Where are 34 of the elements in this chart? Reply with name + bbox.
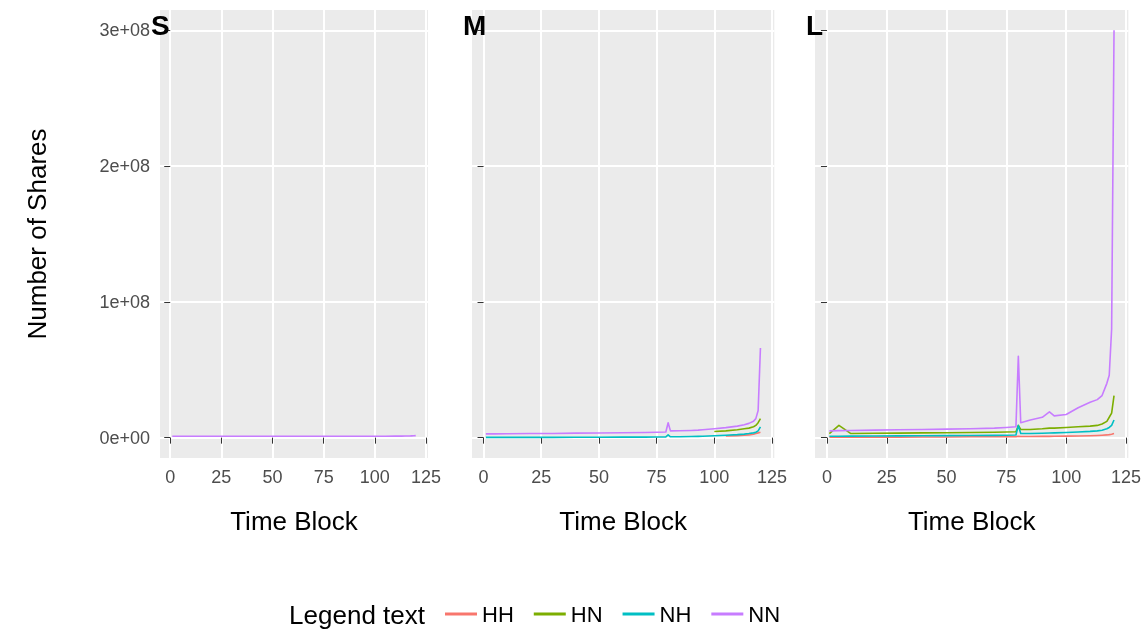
- x-tick-label: 100: [699, 467, 730, 487]
- x-tick-label: 25: [211, 467, 232, 487]
- x-tick-label: 125: [410, 467, 441, 487]
- x-tick-label: 75: [996, 467, 1017, 487]
- legend-label: NH: [659, 601, 692, 627]
- x-tick-label: 125: [756, 467, 788, 487]
- x-tick-label: 125: [1110, 467, 1142, 487]
- x-tick-label: 50: [262, 467, 283, 487]
- x-tick-label: 75: [646, 467, 667, 487]
- y-tick-label: 2e+08: [99, 156, 150, 177]
- x-tick-label: 75: [313, 467, 334, 487]
- x-tick-label: 100: [1051, 467, 1082, 487]
- y-tick-label: 0e+00: [99, 427, 150, 448]
- y-tick-label: 3e+08: [99, 20, 150, 41]
- x-axis-title: Time Block: [907, 506, 1037, 536]
- legend-title: Legend text: [289, 600, 426, 630]
- x-tick-label: 50: [936, 467, 957, 487]
- legend-label: HH: [482, 601, 514, 627]
- x-tick-label: 100: [359, 467, 390, 487]
- y-axis-title: Number of Shares: [22, 128, 52, 340]
- x-tick-label: 25: [876, 467, 897, 487]
- legend-label: HN: [570, 601, 603, 627]
- x-axis-title: Time Block: [230, 506, 359, 536]
- chart-title: L: [806, 9, 824, 41]
- x-tick-label: 50: [588, 467, 609, 487]
- x-axis-title: Time Block: [559, 506, 688, 536]
- x-tick-label: 0: [165, 467, 176, 487]
- chart-title: S: [151, 9, 170, 41]
- legend-label: NN: [748, 601, 781, 627]
- x-tick-label: 0: [478, 467, 489, 487]
- x-tick-label: 0: [821, 467, 832, 487]
- x-tick-label: 25: [531, 467, 552, 487]
- chart-title: M: [463, 9, 487, 41]
- y-tick-label: 1e+08: [99, 291, 150, 312]
